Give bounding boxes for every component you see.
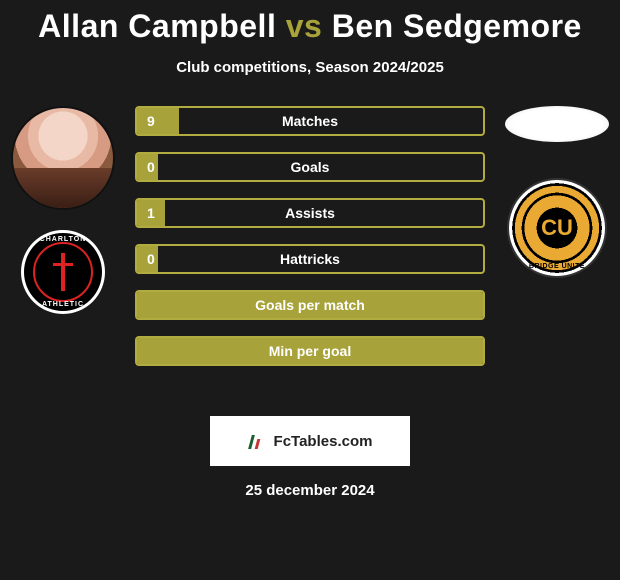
subtitle: Club competitions, Season 2024/2025 xyxy=(0,59,620,76)
comparison-date: 25 december 2024 xyxy=(0,482,620,499)
stat-row-matches: 9 Matches xyxy=(135,106,485,136)
player2-photo xyxy=(505,106,609,142)
player2-name: Ben Sedgemore xyxy=(332,8,582,44)
stat-label: Min per goal xyxy=(269,343,351,359)
badge-inner-ring xyxy=(33,242,93,302)
left-player-column: CHARLTON ATHLETIC xyxy=(8,106,118,314)
stat-label: Assists xyxy=(285,205,335,221)
comparison-title: Allan Campbell vs Ben Sedgemore xyxy=(0,0,620,45)
stat-row-hattricks: 0 Hattricks xyxy=(135,244,485,274)
vs-separator: vs xyxy=(286,8,323,44)
stat-label: Goals per match xyxy=(255,297,365,313)
footer-brand-box[interactable]: FcTables.com xyxy=(210,416,410,466)
player2-club-badge: CU BRIDGE UNITE xyxy=(507,178,607,278)
stat-label: Goals xyxy=(291,159,330,175)
badge-initials: CU xyxy=(541,215,573,241)
club-badge-text-bottom: ATHLETIC xyxy=(24,301,102,308)
player1-club-badge: CHARLTON ATHLETIC xyxy=(21,230,105,314)
sword-icon xyxy=(61,253,65,291)
footer-brand-text: FcTables.com xyxy=(274,433,373,450)
stat-bars: 9 Matches 0 Goals 1 Assists 0 Hattricks Goals pe… xyxy=(135,106,485,382)
player1-photo xyxy=(11,106,115,210)
stat-row-min-per-goal: Min per goal xyxy=(135,336,485,366)
stat-fill xyxy=(137,108,179,134)
stat-label: Matches xyxy=(282,113,338,129)
stat-left-value: 1 xyxy=(147,205,155,221)
comparison-body: CHARLTON ATHLETIC CU BRIDGE UNITE 9 Match… xyxy=(0,106,620,406)
fctables-icon xyxy=(248,431,268,451)
stat-left-value: 0 xyxy=(147,251,155,267)
stat-label: Hattricks xyxy=(280,251,340,267)
stat-row-assists: 1 Assists xyxy=(135,198,485,228)
stat-row-goals: 0 Goals xyxy=(135,152,485,182)
stat-row-goals-per-match: Goals per match xyxy=(135,290,485,320)
stat-left-value: 9 xyxy=(147,113,155,129)
stat-left-value: 0 xyxy=(147,159,155,175)
badge-arc-text: BRIDGE UNITE xyxy=(509,263,605,270)
player1-name: Allan Campbell xyxy=(38,8,276,44)
right-player-column: CU BRIDGE UNITE xyxy=(502,106,612,278)
